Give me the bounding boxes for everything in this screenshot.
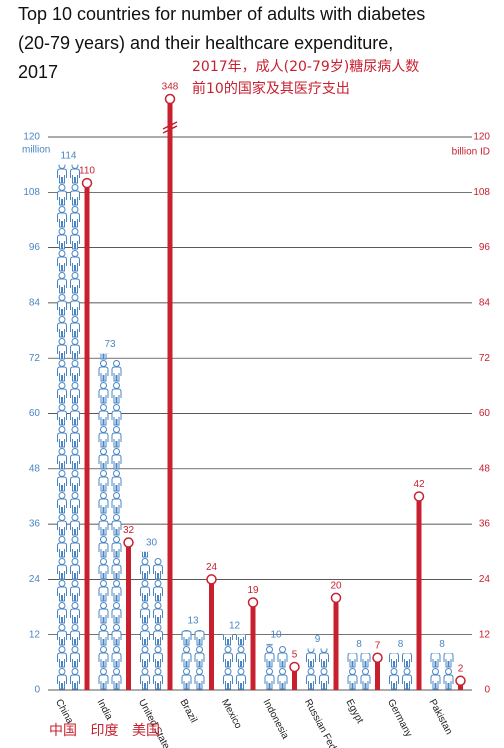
expenditure-point <box>289 661 300 673</box>
value-label: 8 <box>356 639 362 650</box>
people-column <box>306 648 329 690</box>
annotation: 2017年，成人(20-79岁)糖尿病人数 前10的国家及其医疗支出 <box>192 56 492 100</box>
x-tick-label: Pakistan <box>427 697 455 736</box>
value-label: 9 <box>315 634 321 645</box>
y2-tick-label: 120 <box>473 132 490 143</box>
value-label: 5 <box>292 650 298 661</box>
y2-tick-label: 96 <box>479 242 491 253</box>
y-tick-label: 108 <box>23 187 40 198</box>
value-label: 73 <box>104 339 116 350</box>
people-column <box>181 630 205 690</box>
annotation-line: 前10的国家及其医疗支出 <box>192 81 350 97</box>
expenditure-point <box>123 537 134 548</box>
expenditure-point <box>372 652 383 663</box>
value-label: 348 <box>162 82 179 93</box>
y-tick-label: 36 <box>29 519 41 530</box>
value-label: 30 <box>146 537 158 548</box>
people-column <box>389 653 412 690</box>
y-tick-label: 120 <box>23 132 40 143</box>
x-tick-label: India <box>95 697 115 722</box>
people-column <box>98 353 122 690</box>
value-label: 114 <box>61 150 77 161</box>
people-column <box>264 643 288 690</box>
expenditure-point <box>164 93 176 105</box>
expenditure-point <box>330 592 342 604</box>
people-column <box>57 164 80 690</box>
y-tick-label: 72 <box>29 353 41 364</box>
y2-tick-label: 108 <box>473 187 490 198</box>
y2-tick-label: 36 <box>479 519 491 530</box>
expenditure-point <box>247 597 259 608</box>
value-label: 8 <box>439 639 445 650</box>
chart-title: Top 10 countries for number of adults wi… <box>18 4 426 82</box>
x-tick-label-zh: 中国 <box>49 723 77 739</box>
y2-tick-label: 48 <box>479 463 491 474</box>
expenditure-point <box>413 491 425 502</box>
y-tick-label: 60 <box>29 408 41 419</box>
people-column <box>347 653 371 690</box>
x-tick-label: Egypt <box>344 697 366 725</box>
expenditure-point <box>455 675 466 687</box>
y-axis-label: million <box>22 145 50 156</box>
people-column <box>430 653 454 690</box>
y-tick-label: 84 <box>29 298 41 309</box>
x-tick-label: Indonesia <box>261 697 291 741</box>
y2-tick-label: 60 <box>479 408 491 419</box>
x-tick-label: Mexico <box>219 697 244 731</box>
value-label: 10 <box>270 630 282 641</box>
people-column <box>223 634 246 690</box>
value-label: 110 <box>79 166 95 177</box>
y2-tick-label: 12 <box>479 629 491 640</box>
x-tick-label: China <box>53 697 75 726</box>
expenditure-point <box>206 574 217 585</box>
value-label: 32 <box>123 525 135 536</box>
people-column <box>140 551 163 690</box>
value-label: 8 <box>398 639 404 650</box>
y2-tick-label: 24 <box>479 574 491 585</box>
y-tick-label: 0 <box>34 685 40 696</box>
value-label: 42 <box>413 479 425 490</box>
y2-tick-label: 0 <box>484 685 490 696</box>
x-tick-label: Germany <box>385 697 414 738</box>
y-tick-label: 24 <box>29 574 41 585</box>
y-tick-label: 48 <box>29 463 41 474</box>
value-label: 7 <box>375 640 381 651</box>
expenditure-point <box>81 177 93 189</box>
value-label: 24 <box>206 562 218 573</box>
axis-break <box>162 121 178 134</box>
y2-tick-label: 84 <box>479 298 491 309</box>
y-tick-label: 96 <box>29 242 41 253</box>
value-label: 2 <box>458 663 464 674</box>
value-label: 13 <box>187 616 199 627</box>
x-tick-label-zh: 美国 <box>132 723 160 739</box>
x-tick-label-zh: 印度 <box>91 723 119 739</box>
value-label: 20 <box>330 580 342 591</box>
y-tick-label: 12 <box>29 629 41 640</box>
value-label: 12 <box>229 620 241 631</box>
value-label: 19 <box>247 585 259 596</box>
y2-tick-label: 72 <box>479 353 491 364</box>
y2-axis-label: billion ID <box>452 147 490 158</box>
annotation-line: 2017年，成人(20-79岁)糖尿病人数 <box>192 59 420 75</box>
x-tick-label: Brazil <box>178 697 199 724</box>
